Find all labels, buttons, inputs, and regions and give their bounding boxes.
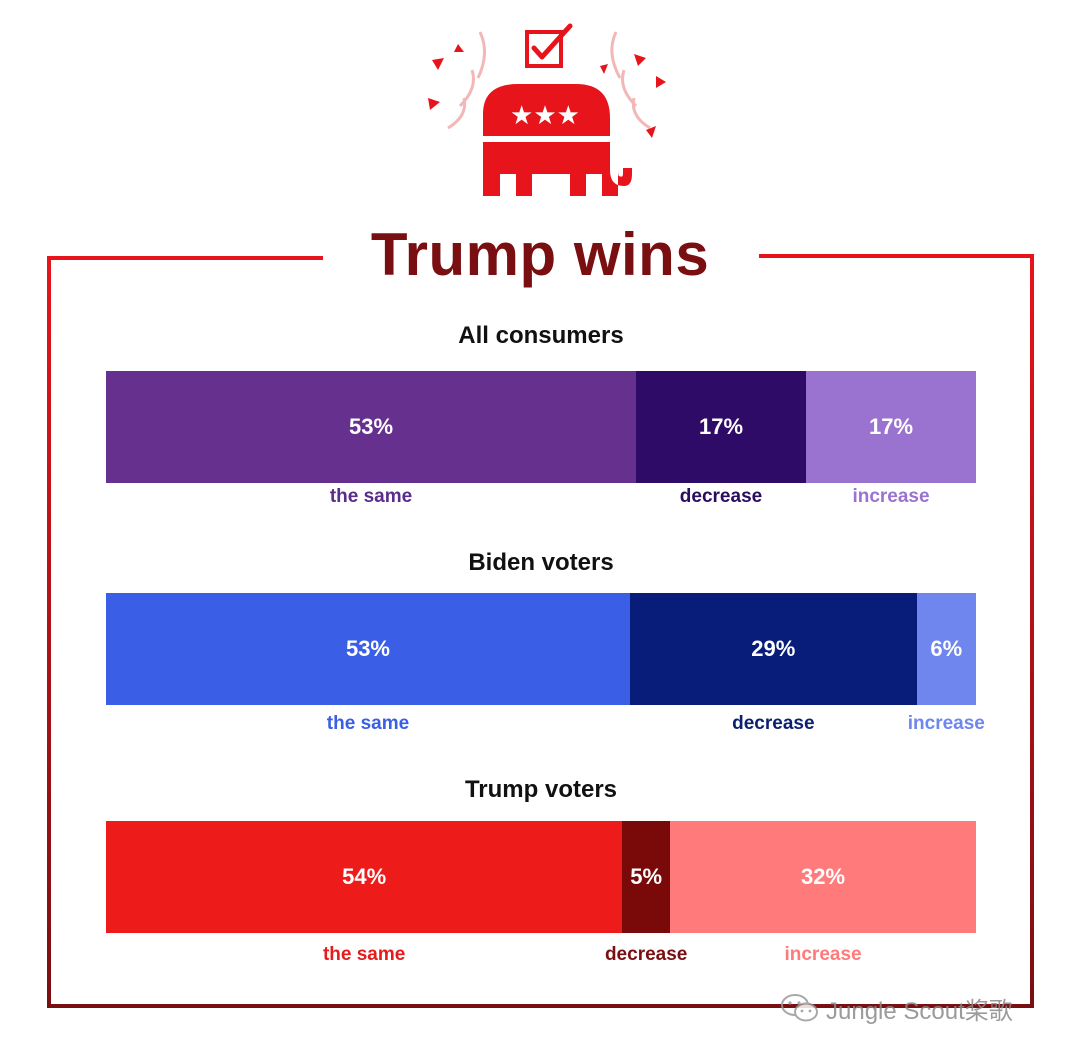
category-labels-trump-voters: the same decrease increase: [0, 944, 1080, 972]
category-label: the same: [322, 944, 406, 965]
data-label: 6%: [930, 636, 963, 661]
category-label: increase: [784, 944, 862, 965]
watermark: Jungle Scout桨歌: [780, 990, 1050, 1026]
watermark-text: Jungle Scout桨歌: [826, 997, 1013, 1025]
section-title-all-consumers: All consumers: [458, 322, 624, 349]
svg-text:★★★: ★★★: [510, 101, 580, 131]
category-label: decrease: [679, 486, 763, 507]
bar-segment-the-same: 53%: [106, 593, 630, 705]
category-labels-biden-voters: the same decrease increase: [0, 713, 1080, 741]
bar-segment-decrease: 17%: [636, 371, 806, 483]
category-label: decrease: [604, 944, 688, 965]
data-label: 53%: [345, 636, 390, 661]
frame-top-left-line: [47, 256, 323, 260]
page-title: Trump wins: [370, 221, 710, 288]
data-label: 5%: [630, 864, 663, 889]
bar-segment-increase: 32%: [670, 821, 976, 933]
data-label: 53%: [348, 414, 394, 439]
category-label: increase: [907, 713, 985, 734]
data-label: 29%: [751, 636, 796, 661]
data-label: 54%: [342, 864, 387, 889]
confetti-icon: [428, 31, 666, 138]
category-label: the same: [326, 713, 410, 734]
section-title-biden-voters: Biden voters: [468, 549, 614, 576]
bar-segment-decrease: 5%: [622, 821, 671, 933]
category-label: the same: [329, 486, 413, 507]
frame-left-line: [47, 256, 51, 1008]
section-title-trump-voters: Trump voters: [464, 776, 618, 803]
category-label: increase: [852, 486, 930, 507]
stacked-bar-trump-voters: 54% 5% 32%: [106, 821, 976, 933]
bar-segment-decrease: 29%: [629, 593, 917, 705]
category-label: decrease: [732, 713, 815, 734]
data-label: 17%: [698, 414, 744, 439]
data-label: 32%: [801, 864, 846, 889]
bar-segment-the-same: 54%: [106, 821, 623, 933]
frame-top-right-line: [759, 254, 1034, 258]
bar-segment-increase: 6%: [916, 593, 976, 705]
wechat-icon: [781, 994, 818, 1022]
elephant-body-icon: ★★★: [483, 84, 632, 196]
bar-segment-increase: 17%: [806, 371, 976, 483]
stacked-bar-biden-voters: 53% 29% 6%: [106, 593, 976, 705]
stacked-bar-all-consumers: 53% 17% 17%: [106, 371, 976, 483]
data-label: 17%: [868, 414, 914, 439]
republican-elephant-icon: ★★★: [428, 23, 666, 196]
bar-segment-the-same: 53%: [106, 371, 636, 483]
frame-bottom-line: [47, 1004, 1034, 1008]
category-labels-all-consumers: the same decrease increase: [0, 486, 1080, 514]
ballot-check-icon: [525, 23, 573, 68]
frame-right-line: [1030, 254, 1034, 1008]
